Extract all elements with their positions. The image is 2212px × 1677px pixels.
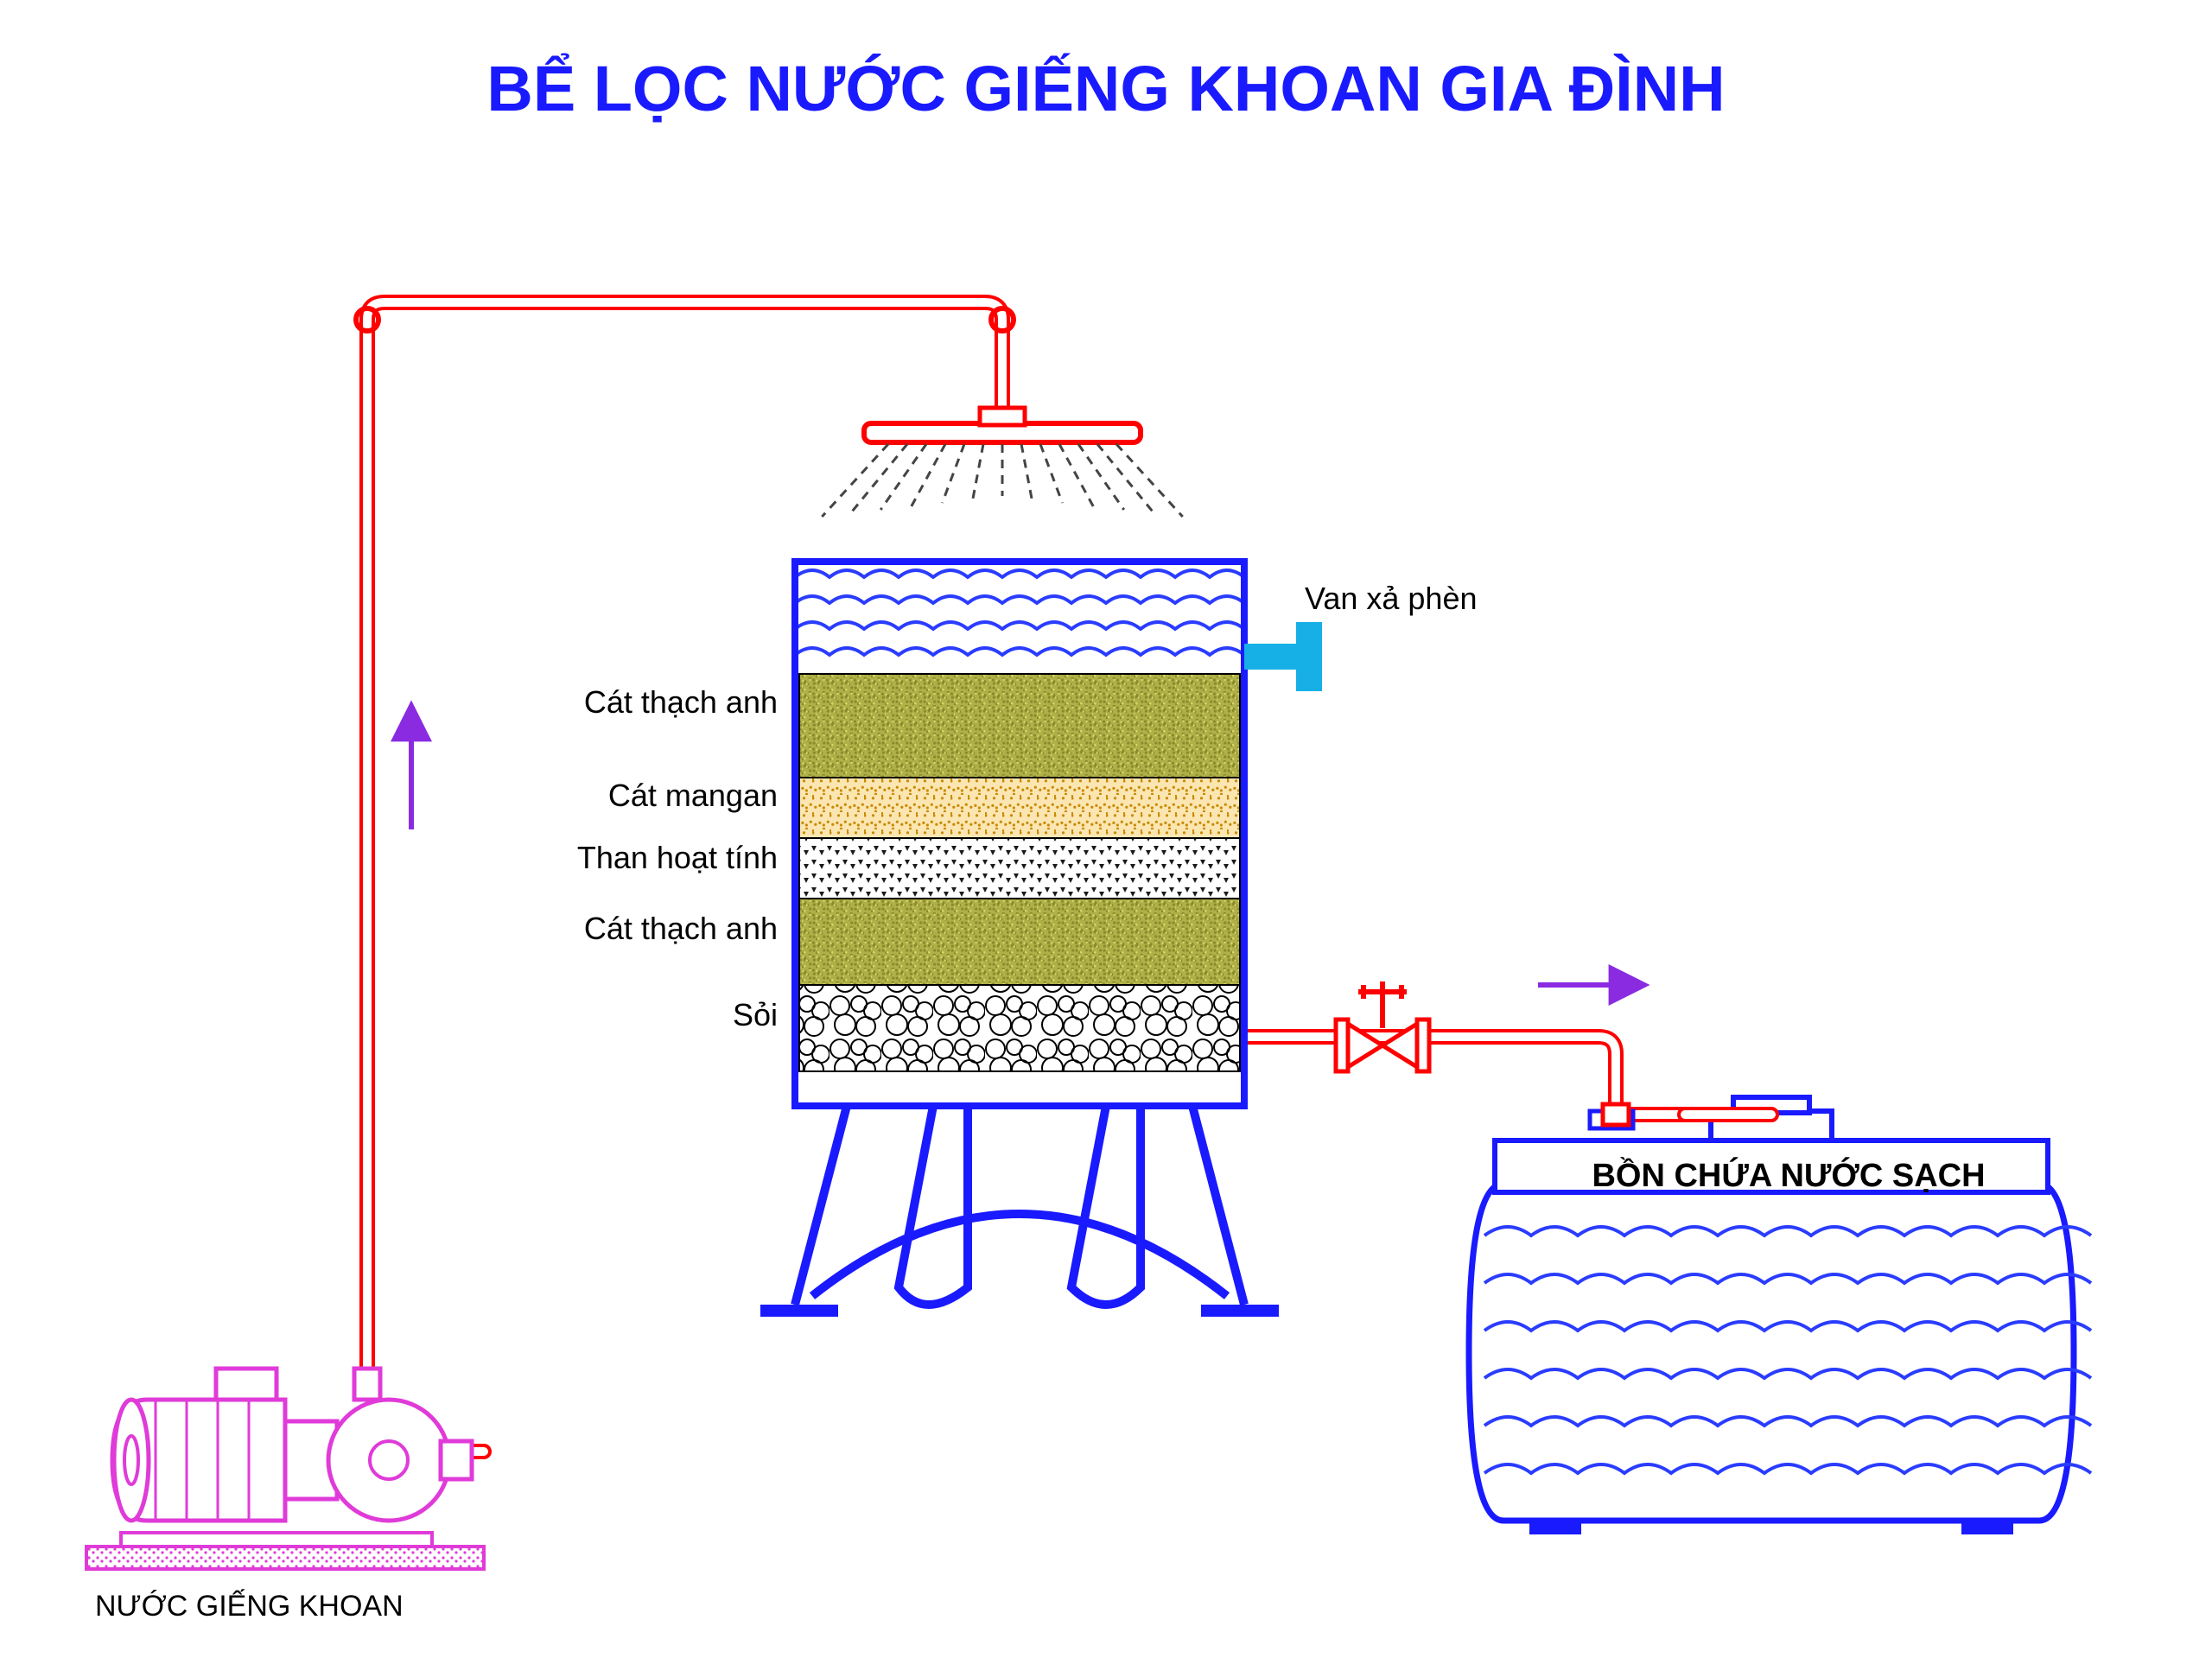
layer-label-carbon: Than hoạt tính	[577, 840, 778, 876]
filter-layer-mangan	[799, 778, 1240, 838]
output-valve	[1336, 981, 1429, 1071]
filter-layer-gravel	[799, 985, 1240, 1071]
pump	[86, 1369, 484, 1569]
clean-tank-label: BỒN CHỨA NƯỚC SẠCH	[1521, 1158, 2056, 1195]
pump-label: NƯỚC GIẾNG KHOAN	[95, 1590, 404, 1623]
layer-label-sand-2: Cát thạch anh	[584, 911, 778, 947]
layer-label-mangan: Cát mangan	[608, 778, 778, 814]
filter-layer-sand	[799, 899, 1240, 985]
layer-label-gravel: Sỏi	[733, 997, 778, 1033]
filter-tank	[760, 562, 1279, 1317]
drain-valve	[1244, 622, 1322, 691]
diagram-canvas	[0, 0, 2212, 1677]
filter-layer-carbon	[799, 838, 1240, 899]
layer-label-sand-1: Cát thạch anh	[584, 684, 778, 721]
filter-layer-sand	[799, 674, 1240, 778]
valve-top-label: Van xả phèn	[1305, 581, 1478, 617]
